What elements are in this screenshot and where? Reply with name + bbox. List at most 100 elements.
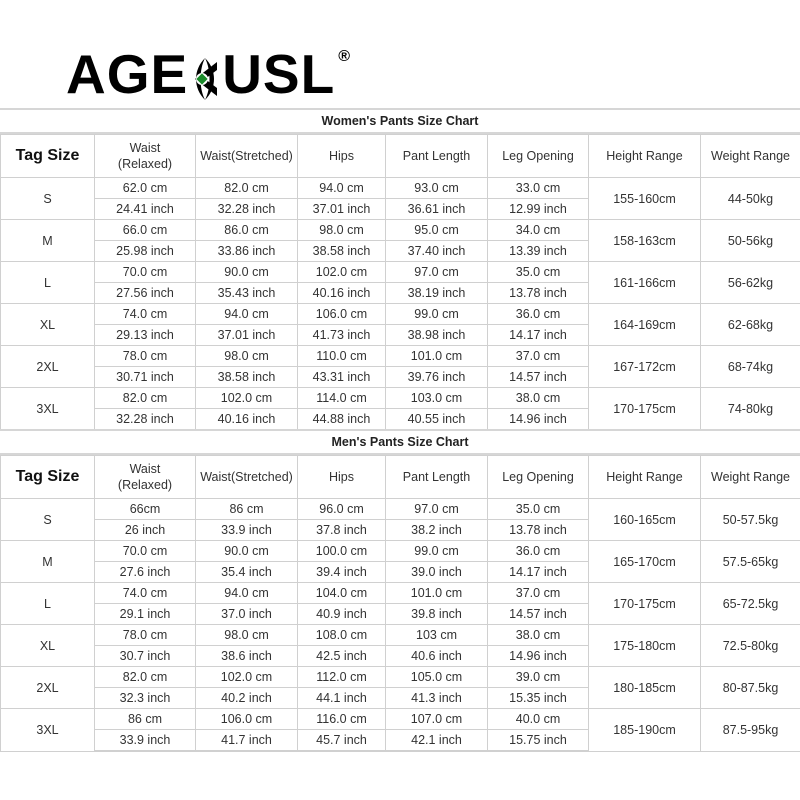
size-table: Tag Size Waist (Relaxed) Waist(Stretched) Hi… (0, 134, 800, 431)
tag-size-cell: L (0, 261, 95, 304)
column-header-text: Waist(Stretched) (200, 470, 293, 484)
cm-cell: 102.0 cm (195, 666, 298, 688)
cm-cell: 36.0 cm (487, 540, 589, 562)
column-header: Waist (Relaxed) (94, 455, 196, 499)
inch-cell: 14.96 inch (487, 645, 589, 667)
table-row: 3XL 86 cm 106.0 cm 116.0 cm 107.0 cm 40.0 cm 1… (0, 708, 800, 752)
inch-cell: 38.6 inch (195, 645, 298, 667)
inch-cell: 39.8 inch (385, 603, 488, 625)
cm-cell: 34.0 cm (487, 219, 589, 241)
inch-cell: 36.61 inch (385, 198, 488, 220)
cm-cell: 86.0 cm (195, 219, 298, 241)
column-header-text: Tag Size (15, 147, 80, 164)
cm-cell: 104.0 cm (297, 582, 386, 604)
inch-cell: 38.58 inch (195, 366, 298, 388)
inch-cell: 33.9 inch (94, 729, 196, 752)
height-range-cell: 164-169cm (588, 303, 701, 346)
table-row: 2XL 78.0 cm 98.0 cm 110.0 cm 101.0 cm 37.0 cm… (0, 345, 800, 388)
column-header: Waist(Stretched) (195, 134, 298, 178)
inch-cell: 14.96 inch (487, 408, 589, 431)
column-header-text: Waist (129, 141, 161, 155)
column-header-text: Weight Range (711, 149, 790, 163)
height-range-cell: 180-185cm (588, 666, 701, 709)
column-header: Hips (297, 134, 386, 178)
inch-cell: 25.98 inch (94, 240, 196, 262)
inch-cell: 45.7 inch (297, 729, 386, 752)
inch-cell: 37.01 inch (297, 198, 386, 220)
column-header: Leg Opening (487, 134, 589, 178)
cm-cell: 102.0 cm (297, 261, 386, 283)
weight-range-cell: 56-62kg (700, 261, 800, 304)
table-row: M 70.0 cm 90.0 cm 100.0 cm 99.0 cm 36.0 cm 165… (0, 540, 800, 583)
cm-cell: 66.0 cm (94, 219, 196, 241)
column-header-text: Hips (328, 470, 354, 484)
inch-cell: 38.58 inch (297, 240, 386, 262)
inch-cell: 39.4 inch (297, 561, 386, 583)
column-header: Waist(Stretched) (195, 455, 298, 499)
inch-cell: 39.76 inch (385, 366, 488, 388)
cm-cell: 82.0 cm (195, 177, 298, 199)
header-row: Tag Size Waist (Relaxed) Waist(Stretched) Hi… (0, 455, 800, 499)
weight-range-cell: 50-57.5kg (700, 498, 800, 541)
inch-cell: 44.88 inch (297, 408, 386, 431)
weight-range-cell: 65-72.5kg (700, 582, 800, 625)
inch-cell: 42.5 inch (297, 645, 386, 667)
cm-cell: 40.0 cm (487, 708, 589, 730)
column-header-text: Leg Opening (502, 470, 574, 484)
tag-size-cell: 3XL (0, 708, 95, 752)
column-header-text: Pant Length (402, 470, 471, 484)
inch-cell: 40.55 inch (385, 408, 488, 431)
cm-cell: 74.0 cm (94, 582, 196, 604)
cm-cell: 114.0 cm (297, 387, 386, 409)
cm-cell: 105.0 cm (385, 666, 488, 688)
height-range-cell: 165-170cm (588, 540, 701, 583)
table-row: L 70.0 cm 90.0 cm 102.0 cm 97.0 cm 35.0 cm 161… (0, 261, 800, 304)
inch-cell: 13.39 inch (487, 240, 589, 262)
inch-cell: 29.1 inch (94, 603, 196, 625)
cm-cell: 98.0 cm (297, 219, 386, 241)
column-header-text: Height Range (606, 149, 683, 163)
weight-range-cell: 80-87.5kg (700, 666, 800, 709)
chart-title: Men's Pants Size Chart (0, 429, 800, 455)
weight-range-cell: 87.5-95kg (700, 708, 800, 752)
inch-cell: 32.28 inch (94, 408, 196, 431)
inch-cell: 27.56 inch (94, 282, 196, 304)
inch-cell: 32.3 inch (94, 687, 196, 709)
womens-size-chart: Women's Pants Size Chart Tag Size Waist (Re… (0, 108, 800, 431)
cm-cell: 78.0 cm (94, 624, 196, 646)
inch-cell: 37.01 inch (195, 324, 298, 346)
height-range-cell: 155-160cm (588, 177, 701, 220)
inch-cell: 41.73 inch (297, 324, 386, 346)
column-header: Pant Length (385, 134, 488, 178)
cm-cell: 39.0 cm (487, 666, 589, 688)
inch-cell: 41.3 inch (385, 687, 488, 709)
cm-cell: 38.0 cm (487, 624, 589, 646)
inch-cell: 39.0 inch (385, 561, 488, 583)
cm-cell: 94.0 cm (195, 303, 298, 325)
cm-cell: 78.0 cm (94, 345, 196, 367)
inch-cell: 35.4 inch (195, 561, 298, 583)
mens-size-chart: Men's Pants Size Chart Tag Size Waist (Rela… (0, 429, 800, 752)
cm-cell: 97.0 cm (385, 261, 488, 283)
column-header-text: Weight Range (711, 470, 790, 484)
inch-cell: 33.86 inch (195, 240, 298, 262)
cm-cell: 101.0 cm (385, 345, 488, 367)
cm-cell: 66cm (94, 498, 196, 520)
weight-range-cell: 74-80kg (700, 387, 800, 431)
column-header: Height Range (588, 455, 701, 499)
header-row: Tag Size Waist (Relaxed) Waist(Stretched) Hi… (0, 134, 800, 178)
weight-range-cell: 72.5-80kg (700, 624, 800, 667)
table-row: 2XL 82.0 cm 102.0 cm 112.0 cm 105.0 cm 39.0 c… (0, 666, 800, 709)
cm-cell: 82.0 cm (94, 666, 196, 688)
cm-cell: 37.0 cm (487, 582, 589, 604)
inch-cell: 15.75 inch (487, 729, 589, 752)
inch-cell: 40.6 inch (385, 645, 488, 667)
cm-cell: 102.0 cm (195, 387, 298, 409)
cm-cell: 95.0 cm (385, 219, 488, 241)
table-row: S 62.0 cm 82.0 cm 94.0 cm 93.0 cm 33.0 cm 155-… (0, 177, 800, 220)
inch-cell: 43.31 inch (297, 366, 386, 388)
cm-cell: 86 cm (195, 498, 298, 520)
table-row: 30.71 inch 38.58 inch 43.31 inch 39.76 inch… (1, 366, 800, 388)
cm-cell: 110.0 cm (297, 345, 386, 367)
column-header: Pant Length (385, 455, 488, 499)
